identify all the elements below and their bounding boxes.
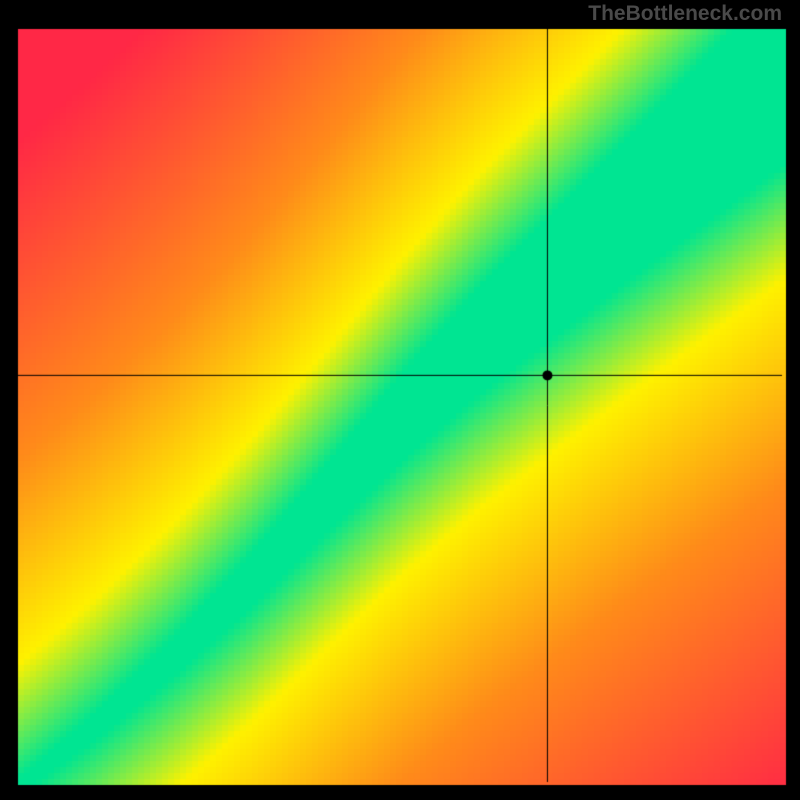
chart-container: TheBottleneck.com: [0, 0, 800, 800]
watermark-text: TheBottleneck.com: [588, 2, 782, 26]
heatmap-canvas: [0, 0, 800, 800]
